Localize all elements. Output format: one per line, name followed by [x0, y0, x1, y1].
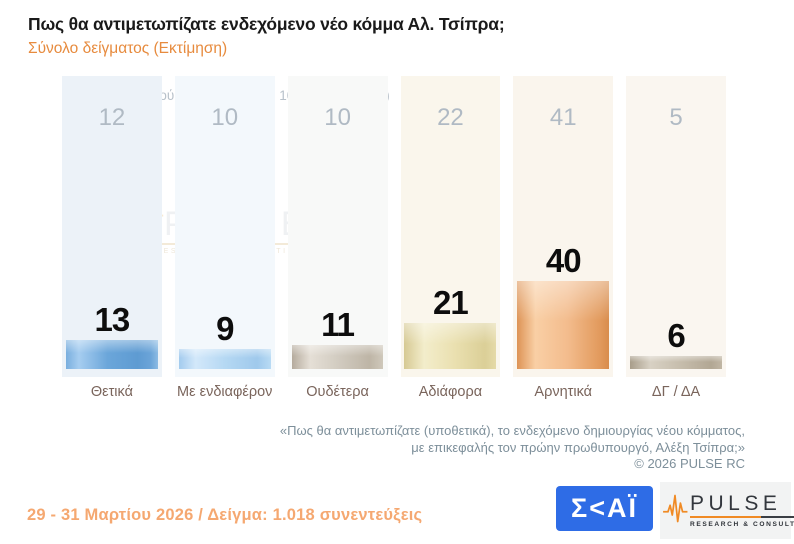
chart-column-thetika: 12 13 — [62, 76, 162, 377]
category-label: ΔΓ / ΔΑ — [651, 384, 701, 400]
chart-column-me-endiaferon: 10 9 — [174, 76, 275, 377]
value-label: 6 — [667, 317, 685, 354]
value-label: 9 — [216, 310, 234, 347]
chart-column-adiafora: 22 21 — [400, 76, 501, 377]
chart-column-dg-da: 5 6 — [626, 76, 726, 377]
pulse-logo-tagline: RESEARCH & CONSULTING — [690, 521, 794, 529]
bar-oudetera — [291, 345, 384, 369]
fieldwork-date-sample: 29 - 31 Μαρτίου 2026 / Δείγμα: 1.018 συν… — [27, 506, 423, 524]
bar-thetika — [65, 340, 158, 369]
bar-dg-da — [630, 356, 722, 369]
previous-value: 10 — [324, 104, 351, 131]
chart-panel: Προηγούμενη έρευνα ( 7 - 10 Μαρτίου 2026… — [62, 76, 726, 377]
skai-logo-text: Σ<ΑΪ — [571, 493, 638, 523]
previous-value: 12 — [98, 104, 126, 131]
value-label: 11 — [321, 306, 355, 343]
value-label: 13 — [94, 301, 131, 338]
category-label: Θετικά — [90, 384, 133, 400]
footnote-line-1: «Πως θα αντιμετωπίζατε (υποθετικά), το ε… — [279, 423, 745, 438]
copyright-line: © 2026 PULSE RC — [634, 456, 745, 471]
bar-adiafora — [404, 323, 497, 369]
chart-column-arnitika: 41 40 — [513, 76, 614, 377]
category-label: Ουδέτερα — [306, 384, 369, 400]
skai-logo: Σ<ΑΪ — [556, 486, 653, 531]
category-label: Αδιάφορα — [418, 384, 483, 400]
pulse-logo: PULSE RESEARCH & CONSULTING — [660, 482, 794, 539]
bar-arnitika — [517, 281, 610, 369]
page-subtitle: Σύνολο δείγματος (Εκτίμηση) — [28, 40, 228, 57]
category-axis: Θετικά Με ενδιαφέρον Ουδέτερα Αδιάφορα Α… — [62, 384, 726, 400]
pulse-logo-brand: PULSE — [690, 491, 782, 515]
previous-value: 22 — [437, 104, 464, 131]
previous-value: 10 — [211, 104, 239, 131]
pulse-waveform-icon — [662, 488, 688, 533]
question-footnote: «Πως θα αντιμετωπίζατε (υποθετικά), το ε… — [280, 423, 745, 473]
value-label: 40 — [545, 242, 582, 279]
page-title: Πως θα αντιμετωπίζατε ενδεχόμενο νέο κόμ… — [28, 14, 505, 34]
footnote-line-2: με επικεφαλής τον πρώην πρωθυπουργό, Αλέ… — [411, 439, 745, 455]
category-label: Με ενδιαφέρον — [177, 384, 273, 400]
pulse-logo-underline — [690, 515, 794, 519]
previous-value: 5 — [669, 104, 683, 131]
previous-value: 41 — [549, 104, 577, 131]
chart-column-oudetera: 10 11 — [287, 76, 388, 377]
bar-me-endiaferon — [178, 349, 271, 369]
value-label: 21 — [433, 284, 469, 321]
category-label: Αρνητικά — [534, 384, 593, 400]
